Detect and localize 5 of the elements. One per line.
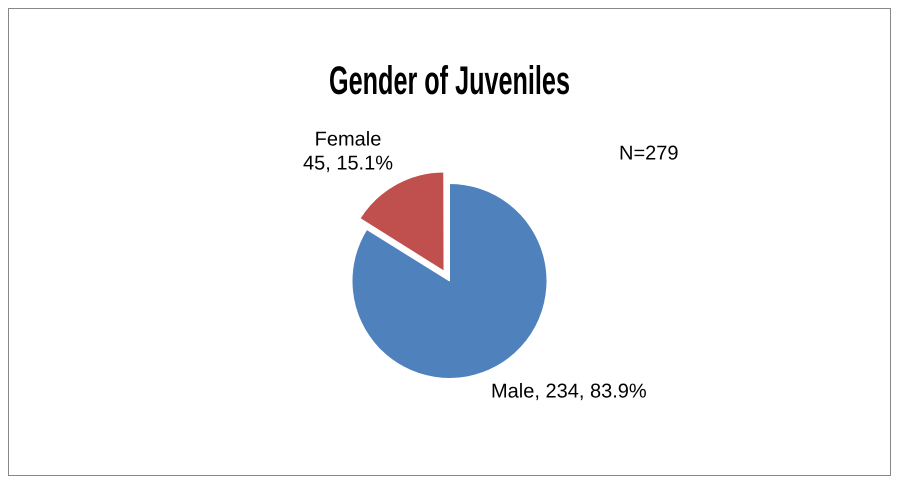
text: N=279: [619, 142, 678, 165]
slice-label: Male, 234, 83.9%: [491, 380, 647, 402]
slice-label: Female: [314, 128, 382, 151]
chart-title: Gender of Juveniles: [329, 59, 570, 104]
data-label: 45, 15.1%: [302, 152, 394, 175]
